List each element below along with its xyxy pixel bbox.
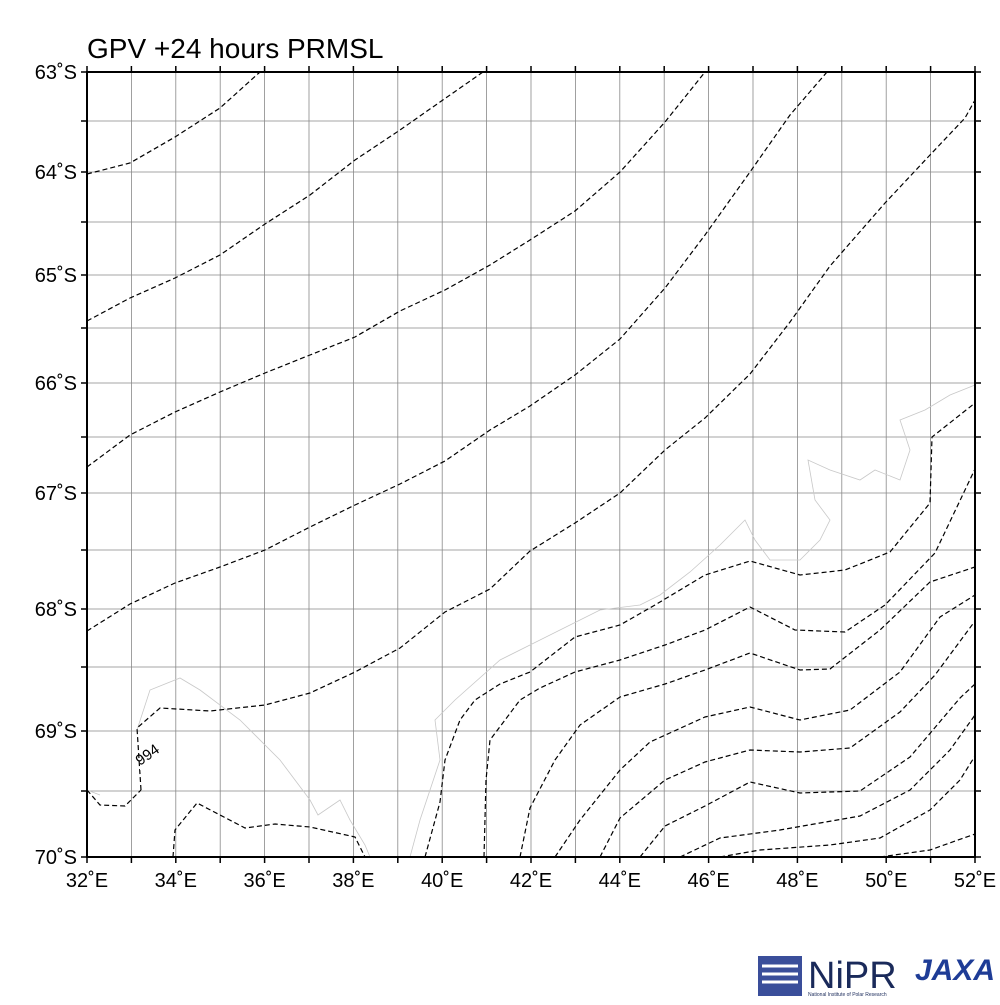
isobar (86, 789, 142, 807)
nipr-icon (758, 956, 802, 996)
isobar (599, 620, 976, 858)
lat-label: 67˚S (35, 483, 77, 505)
nipr-icon-lines (762, 964, 798, 984)
lat-label: 66˚S (35, 373, 77, 395)
lon-label: 42˚E (510, 870, 552, 892)
lat-label: 64˚S (35, 162, 77, 184)
isobar (86, 71, 261, 175)
lon-label: 48˚E (776, 870, 818, 892)
label-bg (140, 748, 164, 770)
isobar (483, 468, 976, 858)
lon-label: 46˚E (687, 870, 729, 892)
isobar (172, 802, 366, 858)
lat-label: 70˚S (35, 847, 77, 869)
nipr-text: NiPR (808, 955, 897, 997)
isobar (86, 71, 706, 468)
nipr-caption: National Institute of Polar Research (808, 992, 887, 998)
isobar (86, 71, 828, 632)
isobar (879, 833, 976, 858)
lat-label: 69˚S (35, 721, 77, 743)
lon-label: 44˚E (599, 870, 641, 892)
map-title: GPV +24 hours PRMSL (87, 33, 383, 64)
frame-ticks (81, 66, 981, 863)
isobar (519, 566, 976, 858)
lon-label: 52˚E (954, 870, 996, 892)
lat-label: 68˚S (35, 599, 77, 621)
jaxa-logo: JAXA (915, 954, 995, 987)
lon-label: 50˚E (865, 870, 907, 892)
lat-label: 65˚S (35, 265, 77, 287)
isobars (86, 71, 976, 858)
lat-label: 63˚S (35, 62, 77, 84)
axis-labels: 63˚S 64˚S 65˚S 66˚S 67˚S 68˚S 69˚S 70˚S32˚E 34˚E… (35, 62, 996, 892)
isobar (136, 99, 976, 791)
lon-label: 34˚E (155, 870, 197, 892)
lon-label: 38˚E (332, 870, 374, 892)
lon-label: 36˚E (243, 870, 285, 892)
isobar (554, 594, 976, 858)
isobar (639, 683, 976, 858)
isobar (86, 71, 484, 322)
isobar (679, 714, 976, 858)
graticule (87, 72, 975, 857)
isobar (424, 402, 976, 858)
coastline (86, 384, 976, 858)
lon-label: 32˚E (66, 870, 108, 892)
isobar (719, 755, 976, 858)
nipr-logo: NiPR National Institute of Polar Researc… (758, 955, 897, 998)
lon-label: 40˚E (421, 870, 463, 892)
